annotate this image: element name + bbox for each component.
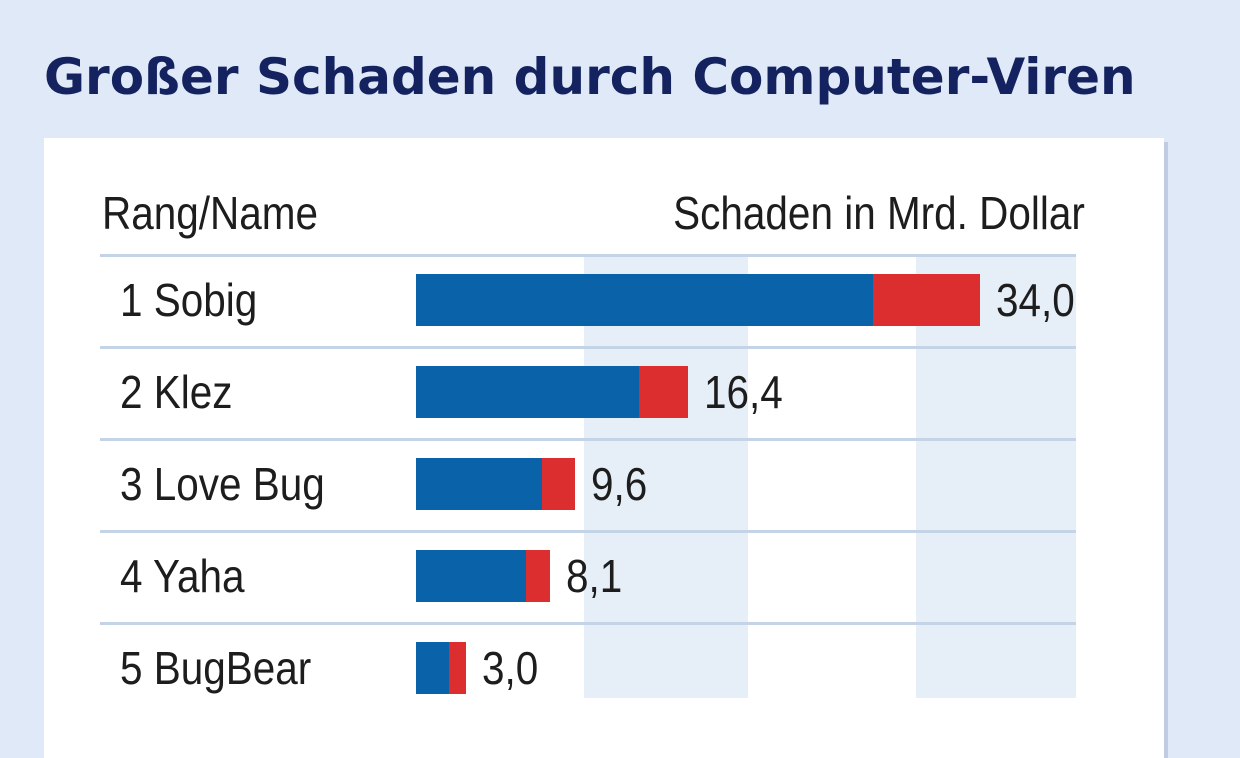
- category-label: 4 Yaha: [120, 550, 245, 602]
- data-label: 16,4: [704, 366, 783, 418]
- bar-primary-segment: [416, 366, 639, 418]
- bar-secondary-segment: [449, 642, 466, 694]
- data-label: 9,6: [591, 458, 648, 510]
- row-divider: [100, 622, 1076, 625]
- row-divider: [100, 346, 1076, 349]
- data-label: 34,0: [996, 274, 1075, 326]
- data-label: 3,0: [482, 642, 539, 694]
- row-divider: [100, 254, 1076, 257]
- category-label: 1 Sobig: [120, 274, 258, 326]
- row-divider: [100, 438, 1076, 441]
- bar-secondary-segment: [873, 274, 980, 326]
- chart-title: Großer Schaden durch Computer-Viren: [44, 48, 1136, 106]
- category-column-header: Rang/Name: [102, 187, 318, 239]
- category-label: 3 Love Bug: [120, 458, 325, 510]
- category-label: 5 BugBear: [120, 642, 312, 694]
- data-label: 8,1: [566, 550, 623, 602]
- bar-secondary-segment: [639, 366, 688, 418]
- category-label: 2 Klez: [120, 366, 233, 418]
- value-column-header: Schaden in Mrd. Dollar: [673, 187, 1085, 239]
- bar-primary-segment: [416, 274, 873, 326]
- bar-secondary-segment: [526, 550, 550, 602]
- bar-primary-segment: [416, 550, 526, 602]
- bar-primary-segment: [416, 458, 542, 510]
- bar-primary-segment: [416, 642, 449, 694]
- bar-secondary-segment: [542, 458, 575, 510]
- row-divider: [100, 530, 1076, 533]
